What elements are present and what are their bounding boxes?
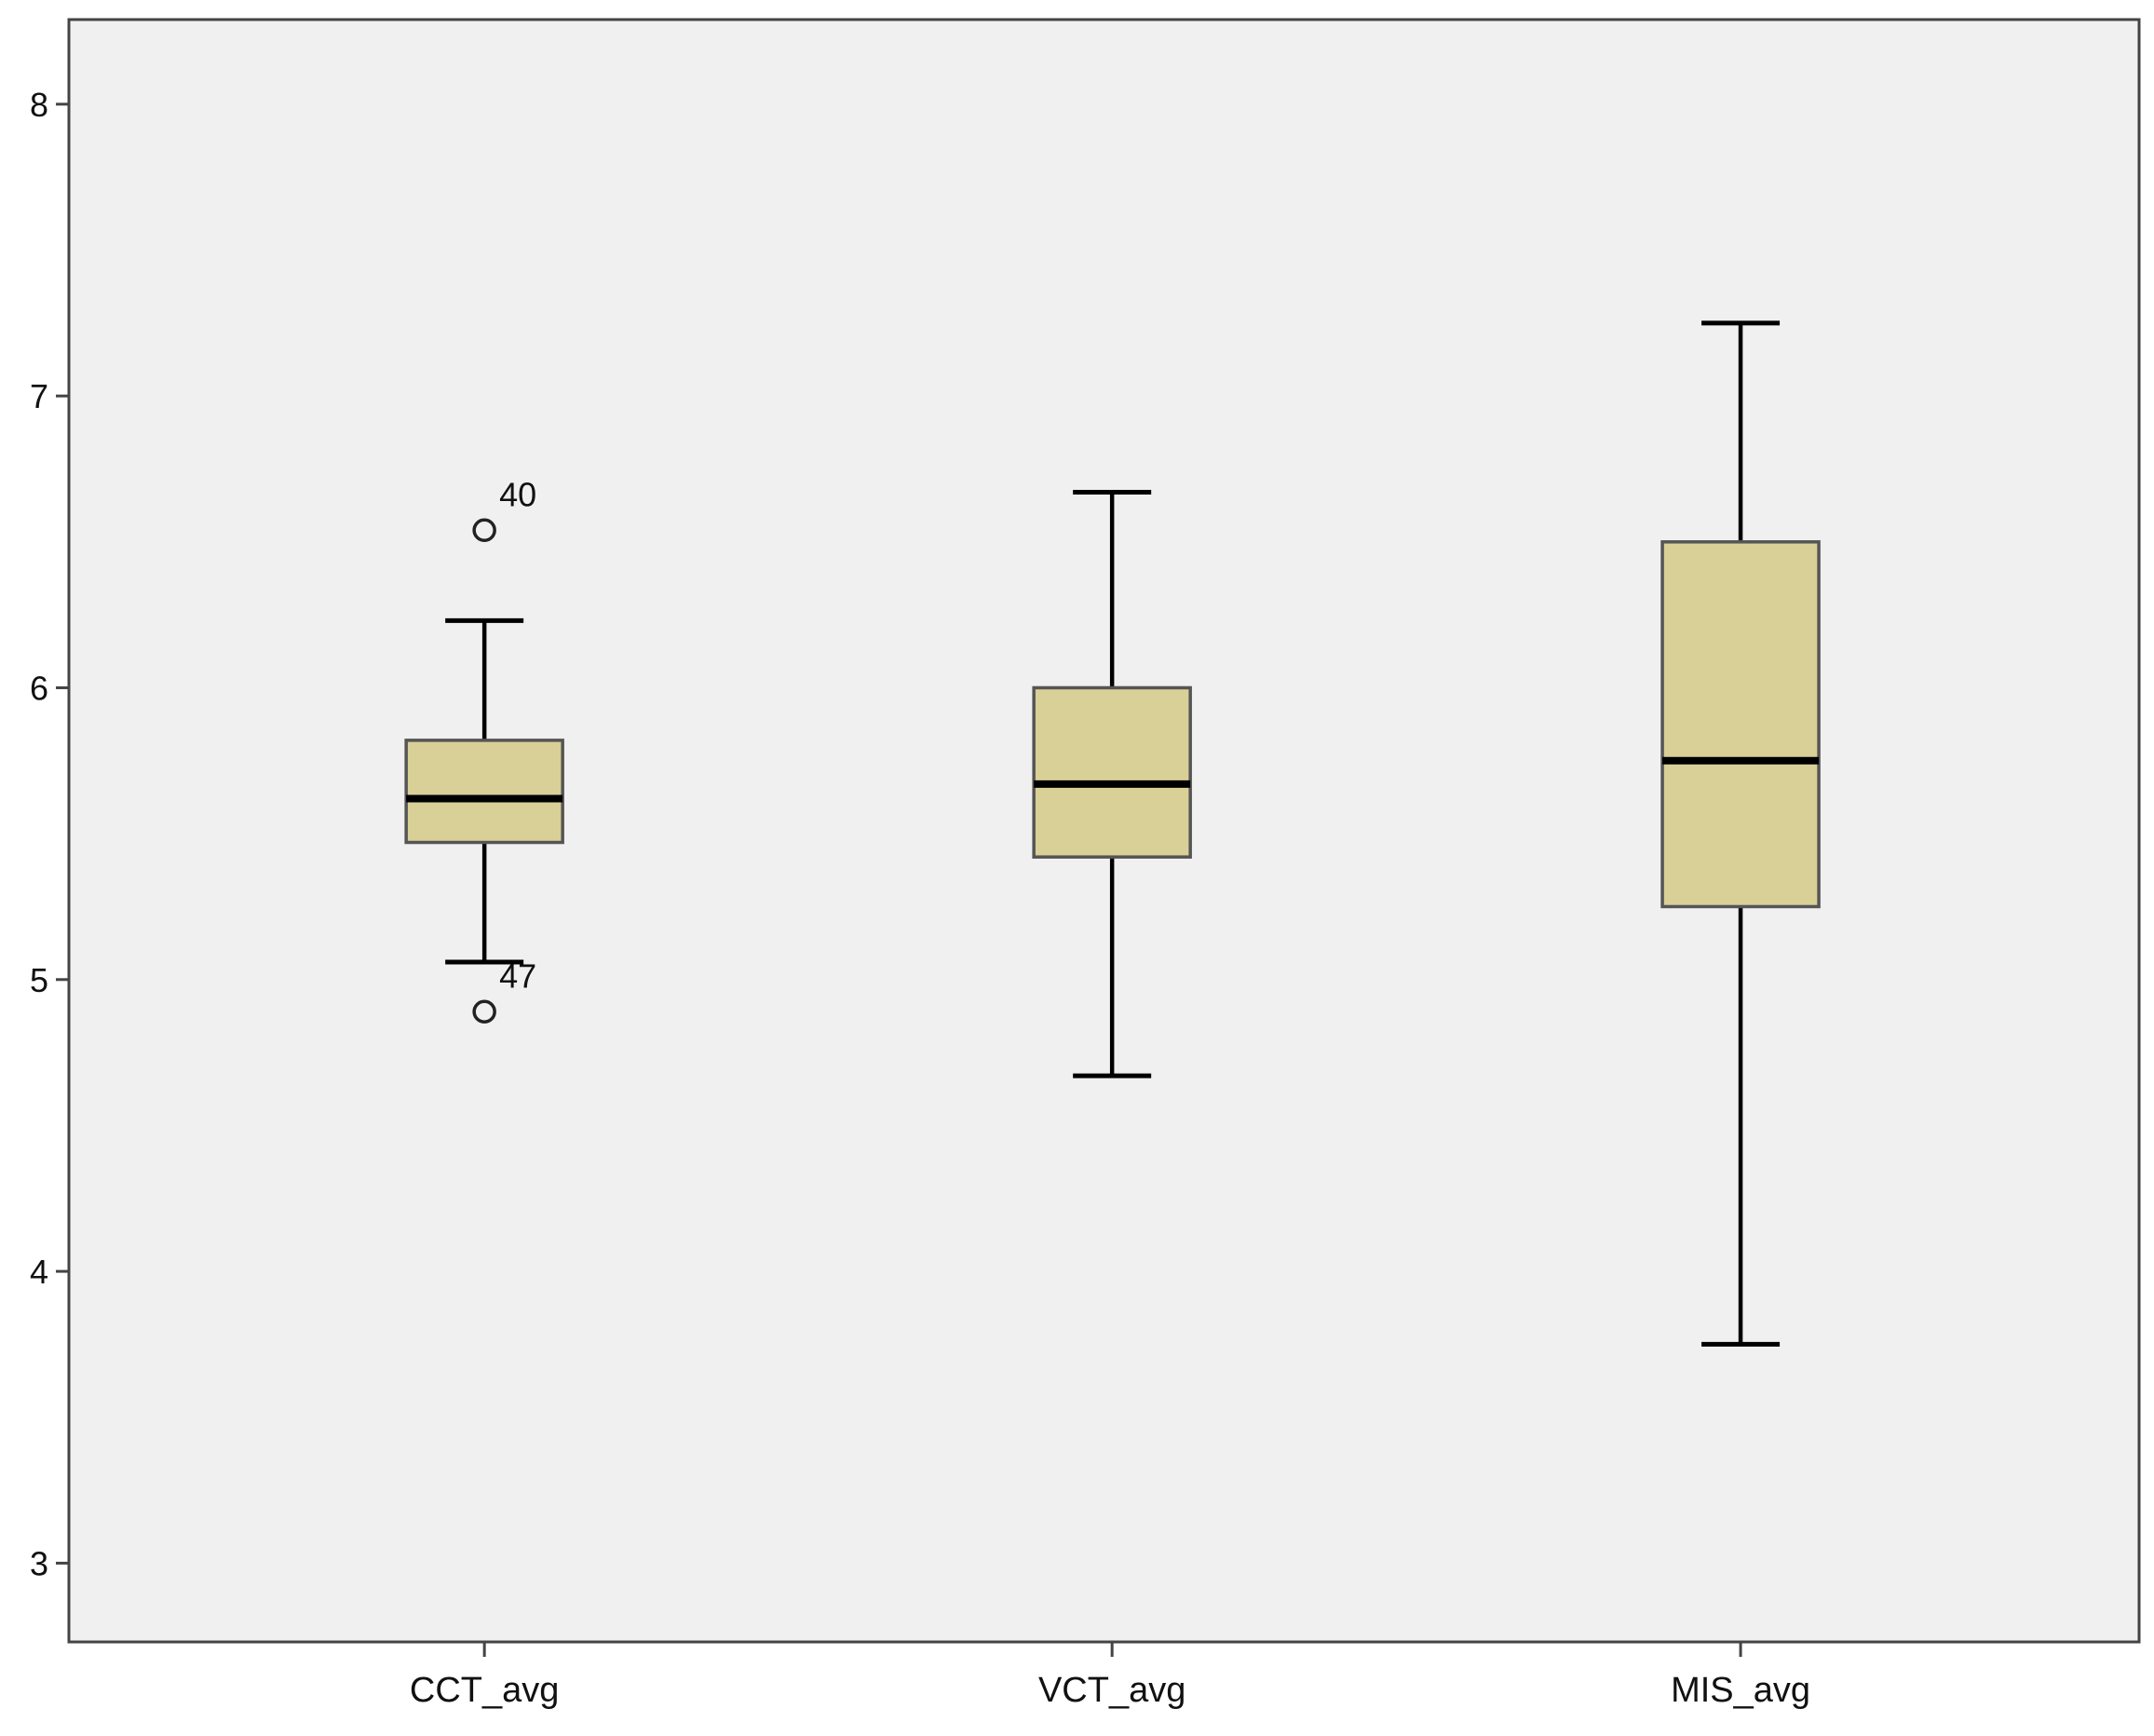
x-category-label: CCT_avg: [410, 1671, 560, 1710]
y-tick-label: 3: [30, 1544, 48, 1582]
x-category-label: VCT_avg: [1038, 1671, 1185, 1710]
y-tick-label: 7: [30, 377, 48, 415]
iqr-box: [1660, 540, 1821, 909]
box-group-cct-avg: 40 47: [404, 475, 564, 1024]
y-tick-label: 5: [30, 961, 48, 999]
iqr-box: [404, 739, 564, 845]
marks-layer: 40 47: [404, 320, 1821, 1347]
axes-layer: 3 4 5 6 7 8 CCT_avg VCT_avg MIS_avg: [30, 86, 1810, 1710]
iqr-box: [1032, 685, 1192, 859]
outlier-point: [472, 999, 496, 1024]
y-tick-label: 6: [30, 669, 48, 707]
outlier-point: [472, 518, 496, 543]
outlier-label: 40: [499, 475, 536, 513]
x-category-label: MIS_avg: [1671, 1671, 1810, 1710]
y-tick-label: 8: [30, 86, 48, 124]
outlier-label: 47: [499, 956, 536, 995]
y-tick-label: 4: [30, 1253, 48, 1291]
plot-frame: [67, 18, 2141, 1644]
box-group-mis-avg: [1660, 320, 1821, 1347]
box-group-vct-avg: [1032, 490, 1192, 1078]
